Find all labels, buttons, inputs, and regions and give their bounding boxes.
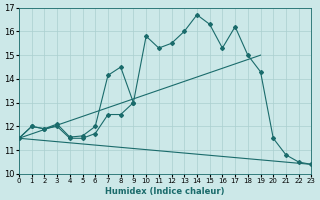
X-axis label: Humidex (Indice chaleur): Humidex (Indice chaleur) <box>105 187 225 196</box>
